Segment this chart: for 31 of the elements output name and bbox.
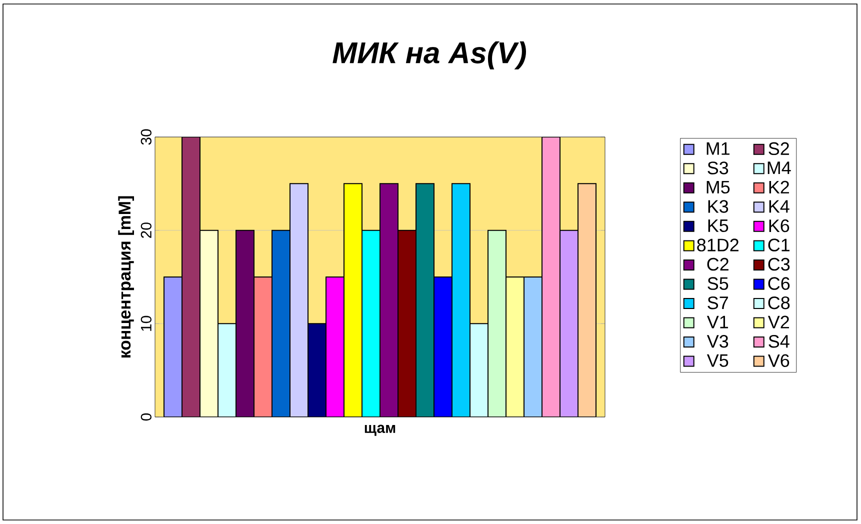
legend-label: V1 — [706, 316, 728, 328]
legend-label: K2 — [769, 180, 789, 194]
legend-label: S3 — [708, 162, 728, 174]
y-tick-label: 20 — [140, 222, 152, 238]
legend-label: V3 — [706, 334, 728, 348]
legend-label: S2 — [768, 142, 789, 156]
legend-label: C3 — [768, 258, 790, 271]
legend-label: S4 — [768, 334, 790, 348]
legend-label: S5 — [708, 277, 728, 290]
x-tick-label: щам — [364, 424, 396, 436]
legend-label: K6 — [769, 219, 790, 232]
legend-label: C1 — [768, 238, 790, 252]
y-tick-label: 0 — [140, 413, 152, 421]
legend-label: C2 — [707, 258, 728, 271]
legend-label: K3 — [708, 200, 728, 213]
legend-label: K5 — [708, 219, 728, 232]
legend-label: V5 — [706, 354, 728, 367]
legend-label: C6 — [768, 277, 790, 290]
y-axis-title: концентрация [mM] — [118, 196, 134, 358]
chart-title: МИК на As(V) — [332, 41, 526, 70]
legend-label: M4 — [768, 162, 791, 174]
legend-label: M5 — [706, 180, 730, 194]
legend-label: K4 — [769, 200, 790, 213]
legend-label: S7 — [708, 296, 728, 310]
legend-label: V6 — [768, 354, 790, 368]
y-tick-label: 10 — [140, 316, 152, 331]
legend-label: M1 — [706, 142, 730, 155]
legend-label: V2 — [768, 316, 789, 328]
legend-label: C8 — [768, 296, 790, 310]
legend-label: 81D2 — [697, 238, 738, 252]
y-tick-label: 30 — [140, 129, 152, 145]
